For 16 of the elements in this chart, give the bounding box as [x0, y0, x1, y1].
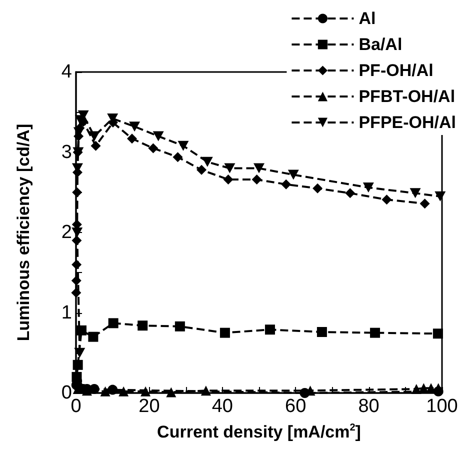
- legend-label: Ba/Al: [358, 35, 402, 54]
- y-tick-label: 3: [61, 142, 72, 163]
- y-tick-label: 0: [61, 382, 72, 404]
- x-tick-label: 40: [212, 396, 233, 417]
- y-tick-label: 4: [61, 62, 72, 82]
- x-tick-label: 80: [358, 396, 380, 417]
- x-tick-label: 20: [138, 396, 160, 417]
- x-tick-label: 100: [426, 396, 458, 417]
- y-tick-label: 2: [61, 222, 72, 243]
- legend-label: PFBT-OH/Al: [358, 87, 456, 106]
- y-tick-label: 1: [61, 302, 72, 324]
- y-axis-title: Luminous efficiency [cd/A]: [14, 124, 33, 342]
- legend-label: Al: [358, 9, 376, 28]
- legend-label: PFPE-OH/Al: [358, 113, 456, 132]
- legend-label: PF-OH/Al: [358, 61, 434, 80]
- x-tick-label: 60: [285, 396, 306, 417]
